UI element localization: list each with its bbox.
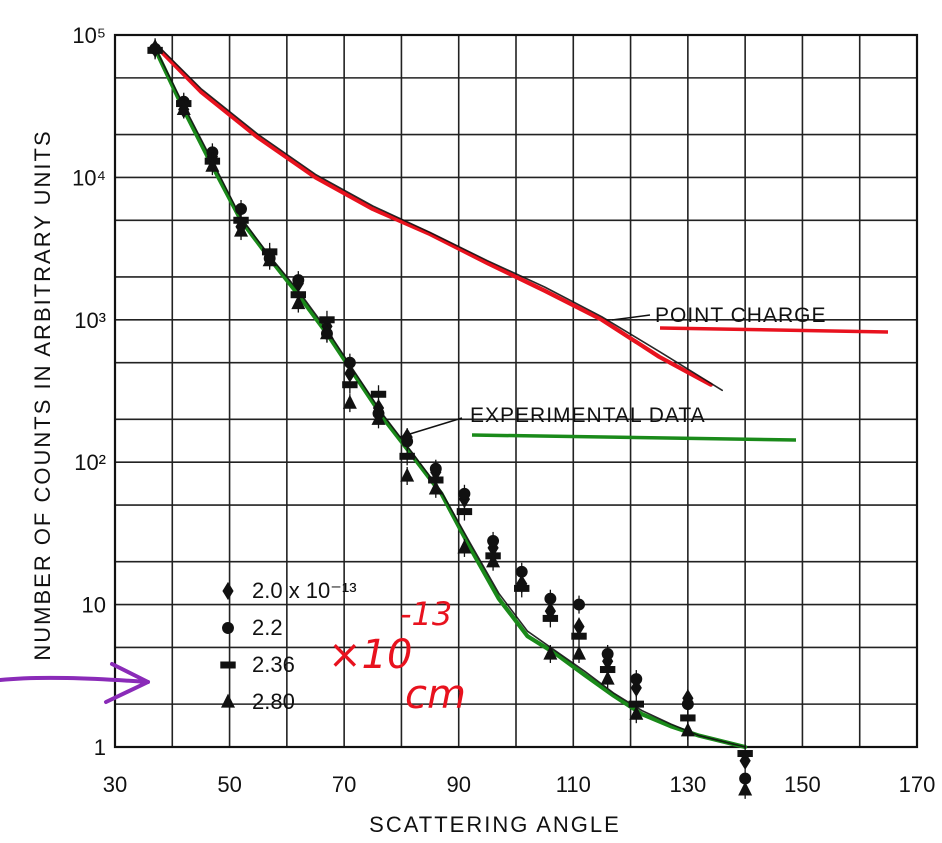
data-point-dash [456,508,473,516]
legend-label: 2.36 [252,652,295,677]
data-point-triangle [319,325,334,340]
y-tick-label: 10² [74,450,106,475]
data-point-triangle [486,553,501,568]
purple-arrow-icon [0,662,150,704]
data-point-triangle [371,410,386,425]
data-point-triangle [629,705,644,720]
point-charge-underline [659,326,889,334]
data-point-diamond [344,364,356,383]
experimental-leader [399,417,463,438]
data-point-dash [628,700,644,708]
point-charge-leader [611,314,651,321]
plot-frame [113,33,919,749]
x-tick-label: 70 [332,772,356,797]
data-point-circle [681,698,694,711]
point-charge-curve [153,43,713,387]
data-markers [147,38,753,799]
x-tick-label: 30 [103,772,127,797]
y-tick-label: 10 [82,593,106,618]
legend-marker-diamond [222,581,234,601]
data-point-circle [343,356,356,369]
data-point-triangle [572,645,587,660]
curves [153,42,748,750]
data-point-dash [542,614,559,622]
data-point-circle [458,487,471,500]
data-point-triangle [428,480,443,495]
x-tick-label: 50 [217,772,241,797]
data-point-triangle [205,157,220,172]
point-charge-label: POINT CHARGE [655,304,826,327]
data-point-circle [544,592,557,605]
experimental-curve [153,46,748,750]
data-point-triangle [342,394,357,409]
data-point-triangle [400,467,415,482]
y-tick-label: 1 [94,735,106,760]
data-point-dash [737,750,753,758]
data-point-triangle [457,539,472,554]
data-point-circle [515,565,528,578]
data-point-dash [319,316,335,324]
data-point-circle [573,598,585,611]
experimental-underline [471,433,797,442]
data-point-dash [342,381,358,389]
theory-curve-black [154,42,723,392]
data-point-dash [399,452,415,460]
data-point-triangle [148,38,163,53]
grid [115,35,917,747]
data-point-diamond [573,617,585,636]
data-point-circle [601,648,614,660]
data-point-circle [429,462,442,475]
x-tick-label: 130 [669,772,706,797]
data-point-circle [739,772,752,785]
theory-curve-black [154,46,746,748]
legend-label: 2.80 [252,689,295,714]
x-axis-label: SCATTERING ANGLE [369,812,621,837]
data-point-circle [630,673,643,686]
handwritten-cm: cm [405,672,466,718]
y-tick-label: 10³ [74,308,106,333]
data-point-dash [233,216,249,224]
y-tick-label: 10⁴ [72,165,106,190]
legend-marker-triangle [221,693,235,708]
handwritten-times-ten: ×10 [328,632,412,678]
data-point-circle [292,274,305,287]
data-point-circle [401,435,414,448]
y-tick-labels: 1 10 10² 10³ 10⁴ 10⁵ [72,23,106,760]
data-point-triangle [543,645,558,660]
y-tick-label: 10⁵ [72,23,106,48]
data-point-dash [680,714,696,722]
legend: 2.0 x 10⁻¹³ 2.2 2.36 2.80 [220,578,357,714]
data-point-triangle [176,101,191,116]
legend-label: 2.2 [252,615,283,640]
experimental-data-annotation: EXPERIMENTAL DATA [399,404,797,442]
handwritten-unit: ×10 -13 cm [328,595,466,718]
data-point-dash [599,666,616,674]
data-point-circle [487,534,500,547]
experimental-label: EXPERIMENTAL DATA [470,404,706,427]
data-point-triangle [738,781,753,796]
data-point-triangle [600,670,615,685]
data-point-triangle [514,575,529,590]
x-tick-label: 170 [899,772,936,797]
x-tick-label: 110 [556,772,591,797]
data-point-circle [235,203,247,215]
legend-marker-dash [220,661,236,669]
handwritten-exponent: -13 [400,595,452,633]
data-point-triangle [234,222,249,237]
x-tick-label: 150 [784,772,821,797]
x-tick-label: 90 [446,772,470,797]
point-charge-annotation: POINT CHARGE [611,304,889,334]
x-tick-labels: 30 50 70 90 110 130 150 170 [103,772,936,797]
legend-label: 2.0 x 10⁻¹³ [252,578,357,603]
data-point-dash [571,632,587,640]
y-axis-label: NUMBER OF COUNTS IN ARBITRARY UNITS [30,129,55,660]
data-point-triangle [291,295,306,310]
data-point-triangle [262,252,277,267]
data-point-triangle [680,722,695,737]
legend-marker-circle [222,622,234,634]
data-point-dash [370,390,387,398]
